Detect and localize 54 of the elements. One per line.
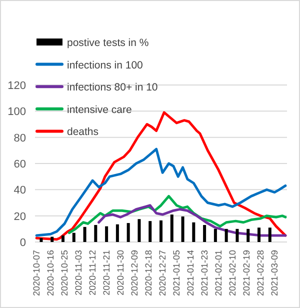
bar bbox=[170, 214, 174, 242]
y-tick-label: 120 bbox=[8, 80, 26, 92]
y-tick-label: 60 bbox=[14, 158, 26, 170]
x-tick-label: 2021-02-01 bbox=[214, 250, 224, 296]
bar bbox=[181, 216, 184, 242]
y-tick-label: 0 bbox=[20, 237, 26, 249]
bar bbox=[116, 224, 119, 242]
legend-label: intensive care bbox=[67, 104, 132, 116]
x-tick-label: 2020-11-03 bbox=[74, 250, 84, 296]
y-tick-label: 80 bbox=[14, 132, 26, 144]
x-tick-label: 2020-12-09 bbox=[130, 250, 140, 296]
line-series bbox=[98, 204, 287, 237]
bar bbox=[236, 228, 239, 242]
y-tick-label: 100 bbox=[8, 106, 26, 118]
line-series bbox=[35, 148, 287, 237]
x-tick-label: 2020-10-16 bbox=[46, 250, 56, 296]
bar bbox=[138, 219, 141, 242]
bar bbox=[50, 236, 54, 242]
bar bbox=[94, 224, 98, 242]
bar bbox=[224, 228, 228, 242]
bar bbox=[258, 228, 260, 242]
bar bbox=[62, 235, 64, 242]
bar bbox=[40, 238, 43, 242]
y-tick-label: 40 bbox=[14, 184, 26, 197]
bar bbox=[72, 232, 76, 242]
bar bbox=[160, 220, 162, 242]
x-tick-label: 2020-11-30 bbox=[116, 250, 126, 296]
legend-label: postive tests in % bbox=[67, 37, 149, 49]
bar bbox=[148, 221, 152, 242]
x-tick-label: 2021-02-28 bbox=[256, 250, 266, 296]
legend-label: infections in 100 bbox=[67, 59, 144, 72]
x-tick-label: 2021-01-05 bbox=[172, 250, 182, 296]
x-tick-label: 2021-01-23 bbox=[200, 250, 210, 296]
x-tick-label: 2020-10-07 bbox=[32, 250, 42, 296]
x-tick-label: 2021-03-09 bbox=[270, 250, 280, 296]
x-tick-label: 2020-12-18 bbox=[144, 250, 154, 296]
x-tick-label: 2020-11-21 bbox=[102, 250, 112, 296]
bar bbox=[126, 223, 130, 242]
legend-label: infections 80+ in 10 bbox=[67, 82, 158, 94]
bar bbox=[203, 224, 206, 242]
x-tick-label: 2020-12-27 bbox=[158, 250, 168, 296]
bar bbox=[214, 228, 217, 242]
bar bbox=[83, 226, 86, 242]
bar bbox=[246, 228, 250, 242]
bar bbox=[105, 226, 108, 242]
x-tick-label: 2020-11-12 bbox=[88, 250, 98, 296]
y-tick-label: 20 bbox=[14, 210, 26, 223]
x-tick-label: 2020-10-25 bbox=[60, 250, 70, 296]
bar bbox=[268, 228, 272, 242]
bar bbox=[192, 222, 196, 242]
x-tick-label: 2021-02-10 bbox=[228, 250, 238, 296]
x-tick-label: 2021-01-14 bbox=[186, 250, 196, 296]
legend-label: deaths bbox=[67, 126, 99, 138]
x-tick-label: 2021-02-19 bbox=[242, 250, 252, 296]
